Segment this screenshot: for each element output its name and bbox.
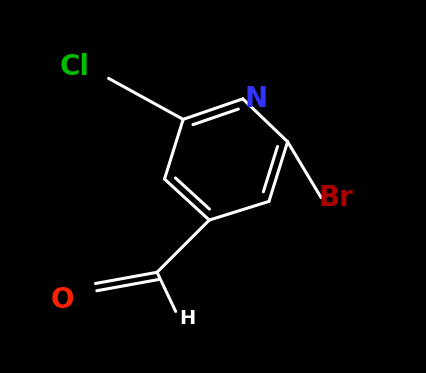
Text: O: O: [50, 286, 74, 314]
Text: Br: Br: [319, 184, 354, 212]
Text: H: H: [179, 310, 195, 328]
Text: Cl: Cl: [60, 53, 90, 81]
Text: N: N: [245, 85, 268, 113]
